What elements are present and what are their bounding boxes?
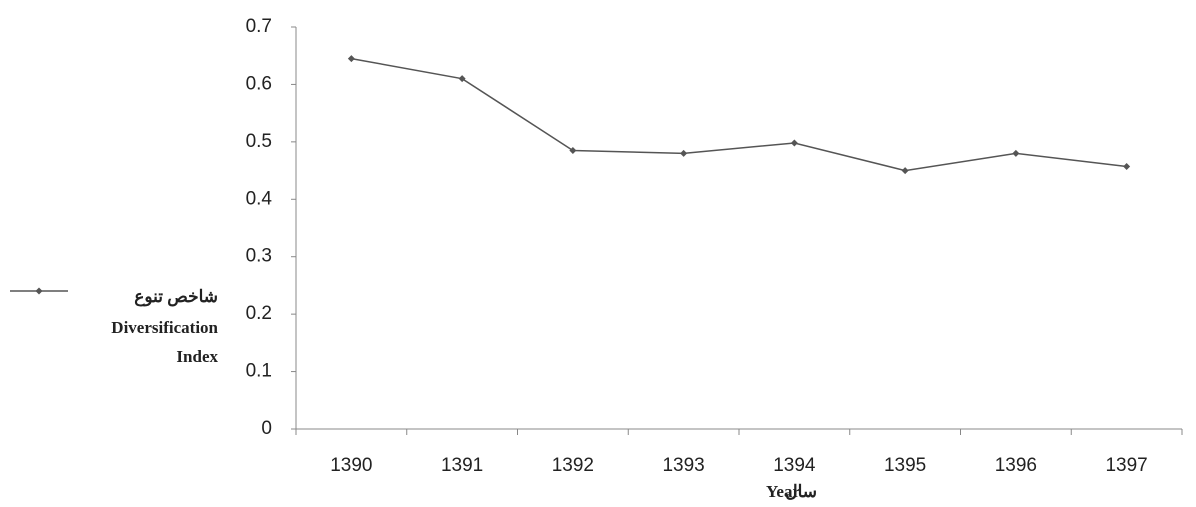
point: [1123, 163, 1130, 170]
legend-label-translation: Diversification: [111, 318, 218, 337]
x-tick-label: 1397: [1105, 455, 1147, 476]
y-tick-label: 0.4: [246, 188, 273, 209]
y-tick-label: 0.5: [246, 131, 272, 152]
y-tick-label: 0.3: [246, 246, 272, 267]
series-line: [351, 59, 1126, 171]
y-tick-label: 0.7: [246, 16, 272, 37]
y-tick-label: 0.1: [246, 361, 272, 382]
x-tick-label: 1391: [441, 455, 483, 476]
point: [902, 167, 909, 174]
legend-label-translation: Index: [176, 347, 218, 366]
legend-marker: [36, 288, 43, 295]
point: [1012, 150, 1019, 157]
x-tick-label: 1393: [662, 455, 704, 476]
legend-label: شاخص تنوع: [134, 287, 218, 307]
x-tick-label: 1394: [773, 455, 816, 476]
point: [791, 140, 798, 147]
chart: Year سال 00.10.20.30.40.50.60.7139013911…: [0, 0, 1196, 507]
point: [680, 150, 687, 157]
y-tick-label: 0.6: [246, 73, 272, 94]
y-tick-label: 0.2: [246, 303, 272, 324]
x-tick-label: 1392: [552, 455, 594, 476]
y-tick-label: 0: [261, 418, 272, 439]
x-tick-label: 1396: [995, 455, 1037, 476]
point: [348, 55, 355, 62]
x-tick-label: 1390: [330, 455, 372, 476]
x-axis-label-fa: سال: [785, 482, 817, 501]
x-tick-label: 1395: [884, 455, 926, 476]
